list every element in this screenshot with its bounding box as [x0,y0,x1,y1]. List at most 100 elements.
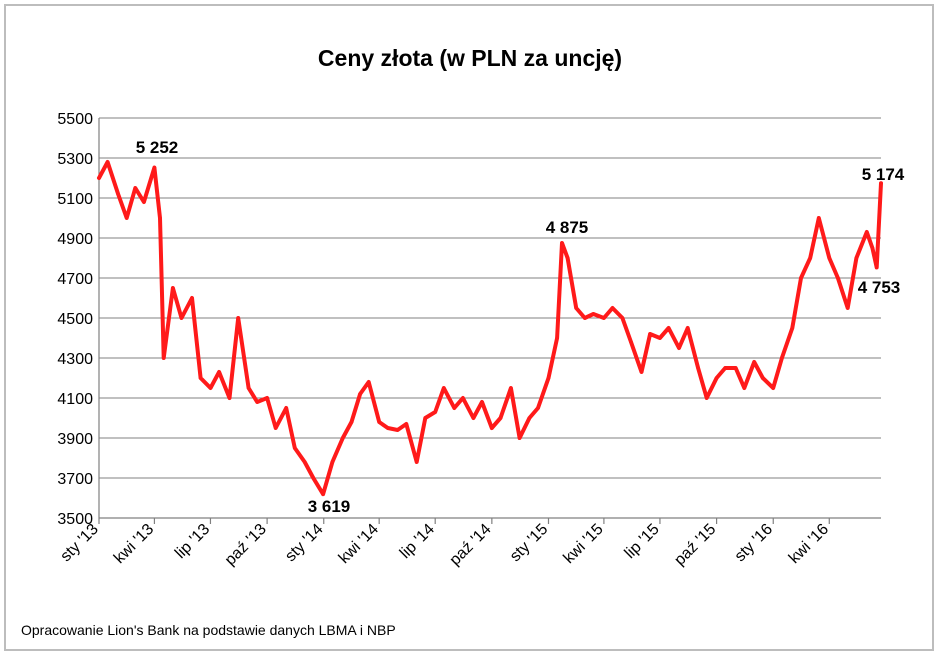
data-point [236,316,240,320]
data-point [179,316,184,320]
annotation-low-2014: 3 619 [308,497,351,516]
data-point [742,386,747,390]
annotation-peak-2013: 5 252 [136,138,179,157]
data-point [158,216,162,220]
data-point [442,386,446,390]
data-point [574,306,578,310]
data-point [583,316,587,320]
annotation-dip-2016: 4 753 [858,278,901,297]
series-line [97,160,883,497]
data-point [311,476,316,480]
data-point [879,181,883,185]
data-point [341,436,345,440]
data-point [648,332,652,336]
data-point [610,306,615,310]
data-point [602,316,606,320]
data-point [217,370,221,374]
data-point [629,340,633,344]
data-point [808,256,812,260]
data-point [293,446,297,450]
data-point [752,360,756,364]
data-point [696,366,700,370]
data-point [565,256,570,260]
data-point [208,386,213,390]
data-point [461,396,465,400]
x-tick-label: sty '16 [732,521,776,565]
data-point [452,406,457,410]
data-point [509,386,513,390]
data-point [480,400,484,404]
data-point [273,426,278,430]
data-point [255,400,259,404]
data-point [780,356,784,360]
data-point [190,296,194,300]
data-point [358,392,362,396]
annotation-last-value: 5 174 [862,165,905,184]
data-point [845,306,850,310]
data-point [560,241,564,245]
data-point [723,366,727,370]
data-point [517,436,522,440]
annotations: 5 252 3 619 4 875 5 174 4 753 [136,138,905,516]
y-tick-label: 4300 [57,351,93,368]
x-tick-label: kwi '15 [560,521,606,567]
x-tick-label: sty '14 [282,521,326,565]
chart-frame [4,4,934,651]
data-point [836,276,840,280]
y-tick-label: 4900 [57,231,93,248]
data-point [536,406,540,410]
data-point [395,428,400,432]
data-point [790,326,795,330]
data-point [161,356,166,360]
y-tick-label: 5500 [57,111,93,128]
data-point [433,410,438,414]
data-point [414,460,419,464]
data-point [685,326,690,330]
data-point [284,406,289,410]
data-point [265,396,269,400]
grid-lines [99,117,881,479]
data-point [133,186,138,190]
data-point [116,192,120,196]
y-tick-label: 5100 [57,191,93,208]
data-point [142,200,146,204]
data-point [817,216,821,220]
data-point [471,416,476,420]
data-point [714,376,719,380]
data-point [366,380,371,384]
data-point [198,376,203,380]
data-point [761,376,765,380]
data-point [555,336,559,340]
x-tick-label: paź '15 [671,521,719,569]
series [97,160,883,497]
data-point [227,396,232,400]
data-point [865,230,869,234]
data-point [546,376,551,380]
x-tick-label: lip '14 [397,521,438,562]
data-point [870,246,875,250]
data-point [349,420,354,424]
data-point [246,386,251,390]
data-point [771,386,775,390]
data-point [704,396,709,400]
x-tick-label: lip '15 [622,521,663,562]
data-point [639,370,644,374]
data-point [677,346,681,350]
data-point [658,336,662,340]
y-tick-label: 4700 [57,271,93,288]
annotation-peak-2015: 4 875 [546,218,589,237]
axes [98,118,881,524]
data-point [377,420,382,424]
data-point [733,366,738,370]
data-point [527,416,532,420]
y-tick-label: 5300 [57,151,93,168]
data-point [423,416,428,420]
data-point [591,312,596,316]
x-tick-label: paź '13 [222,521,270,569]
data-point [827,256,832,260]
y-tick-label: 3500 [57,511,93,528]
data-point [404,422,409,426]
y-tick-labels: 3500 3700 3900 4100 4300 4500 4700 4900 5100 5300… [57,111,93,528]
source-note: Opracowanie Lion's Bank na podstawie dan… [21,622,396,638]
x-tick-label: kwi '16 [786,521,832,567]
